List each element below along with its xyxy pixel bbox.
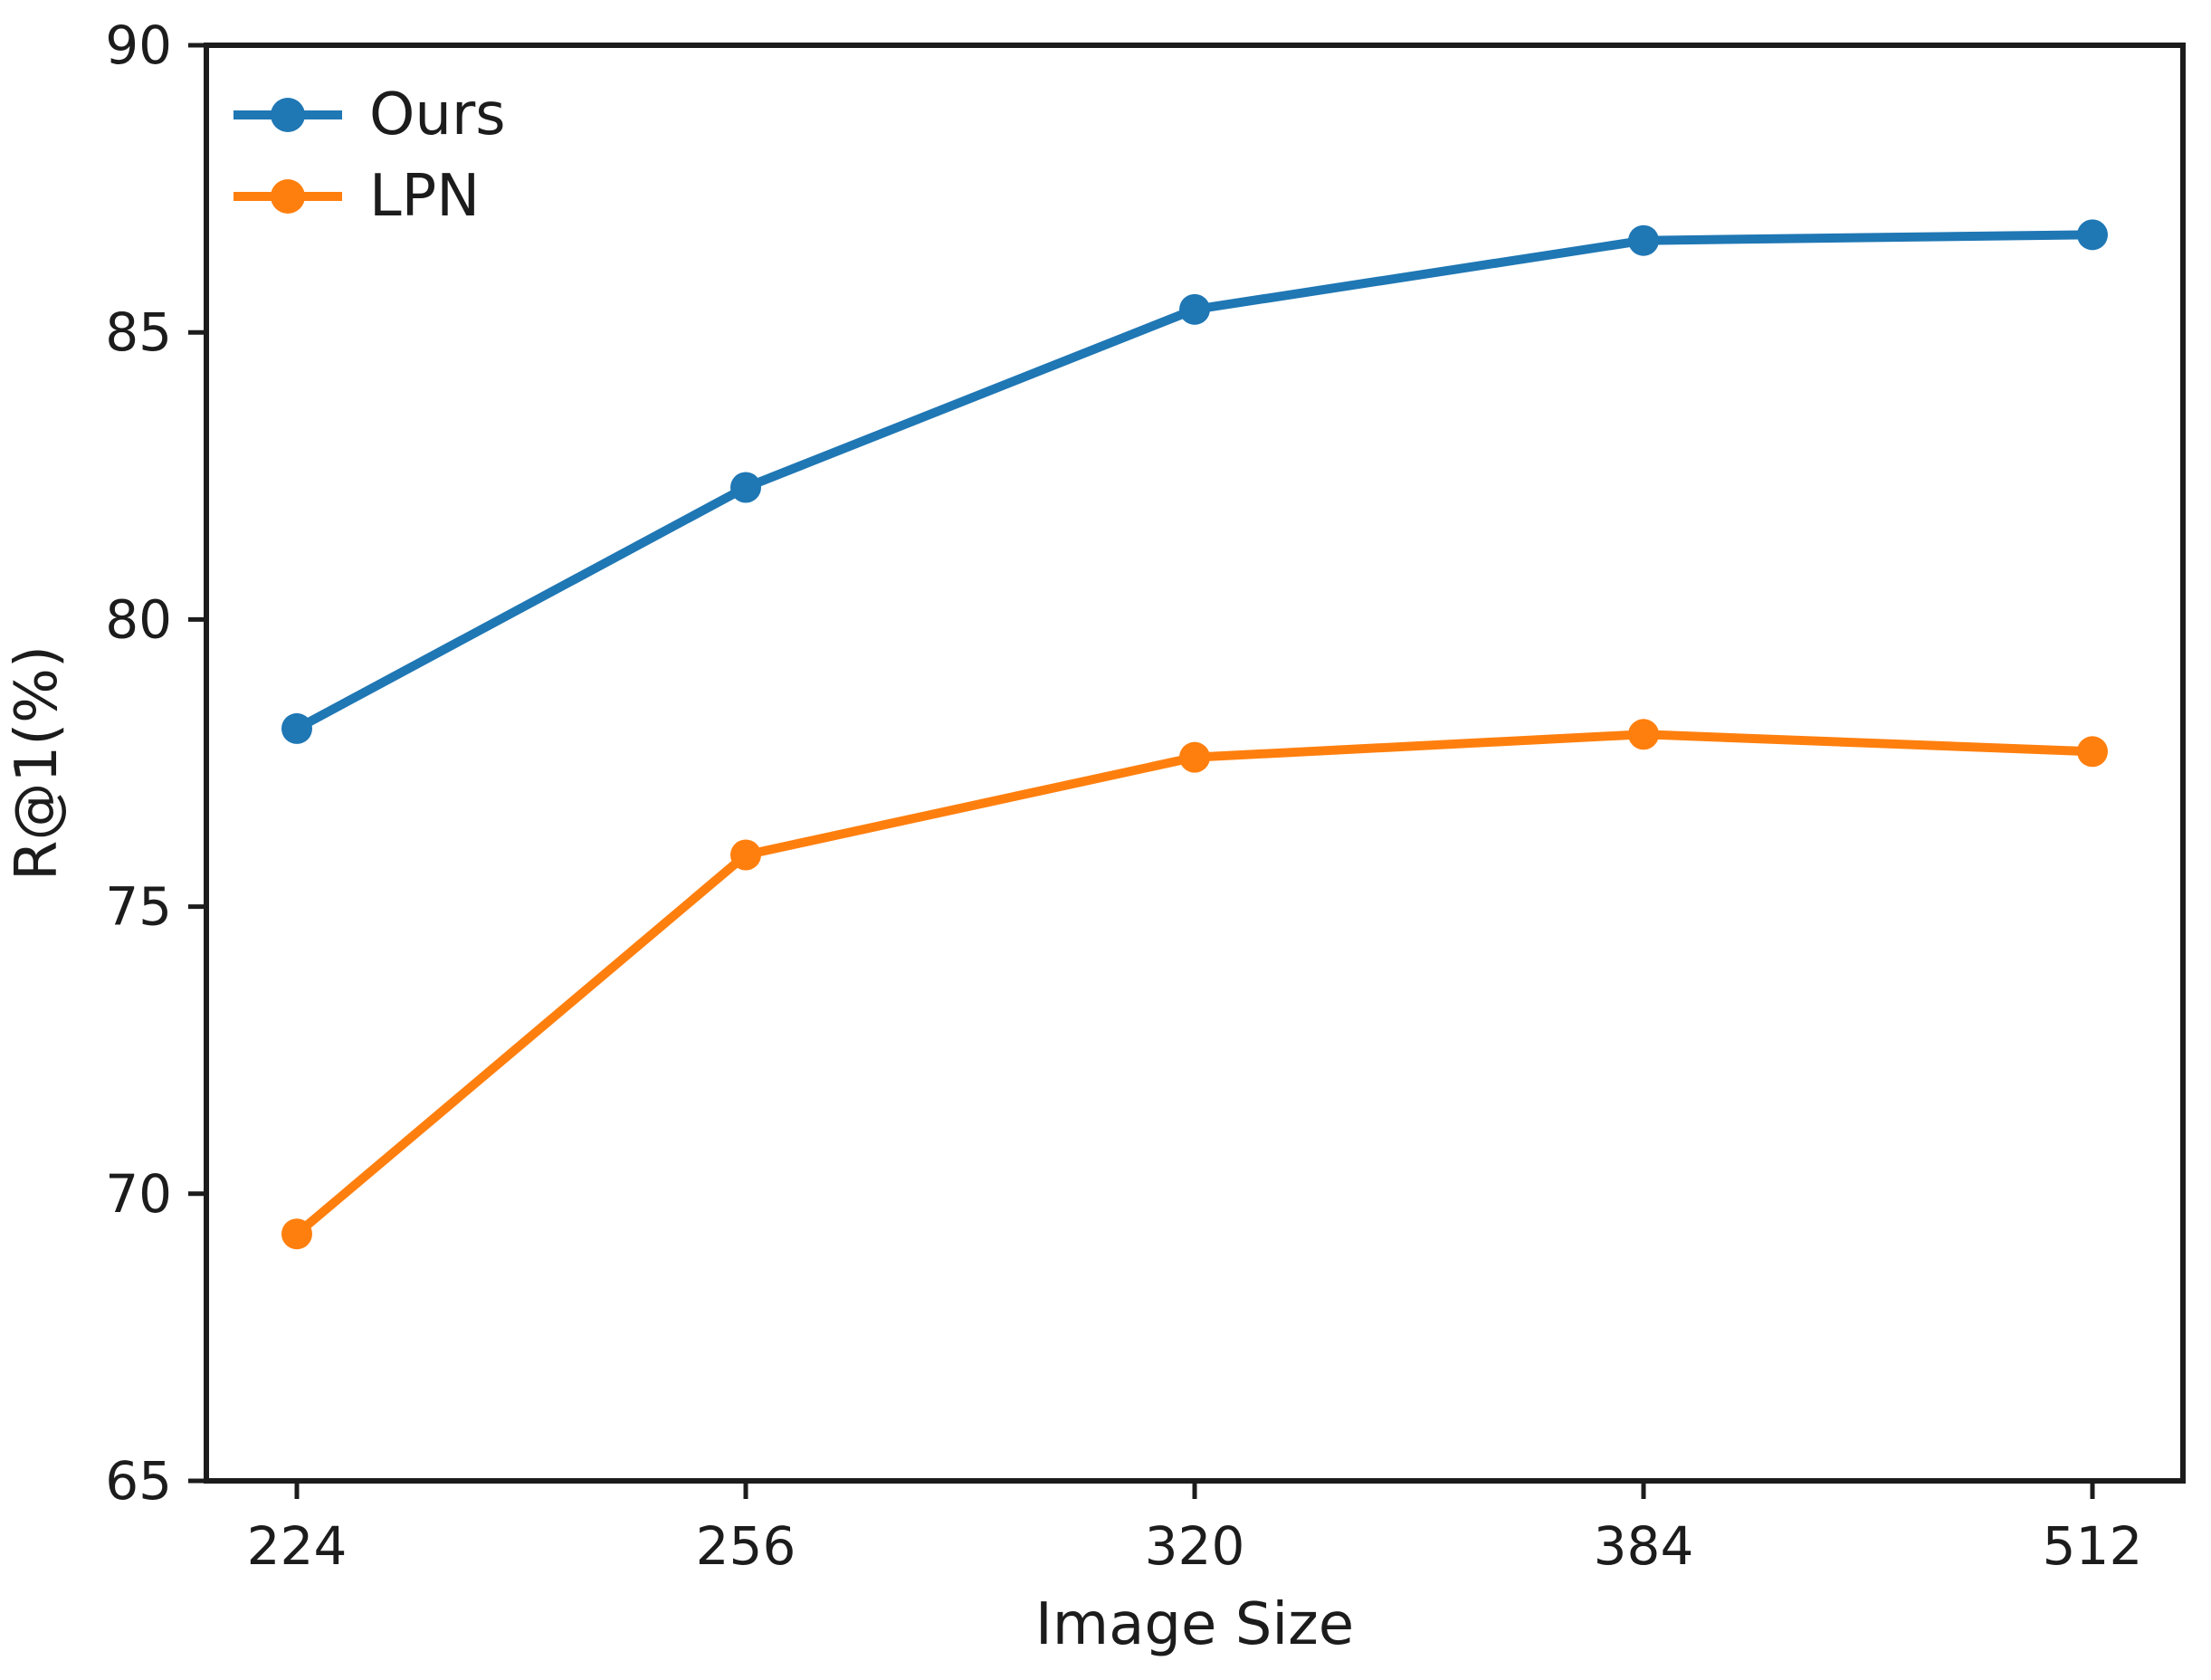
data-point-ours-224 [281, 712, 312, 744]
data-point-lpn-512 [2077, 736, 2108, 768]
series-line-lpn [292, 730, 2097, 1239]
data-point-lpn-320 [1179, 741, 1210, 773]
y-tick-label: 65 [105, 1450, 172, 1512]
x-tick-label: 256 [696, 1515, 796, 1577]
x-tick-label: 224 [247, 1515, 348, 1577]
legend-label: Ours [369, 81, 506, 148]
y-axis-label: R@1(%) [4, 645, 71, 881]
y-tick-label: 85 [105, 301, 172, 363]
data-point-ours-384 [1628, 224, 1659, 256]
x-tick-label: 512 [2043, 1515, 2143, 1577]
legend-marker [271, 179, 305, 214]
y-tick-label: 70 [105, 1163, 172, 1225]
legend-label: LPN [369, 163, 480, 230]
data-point-ours-512 [2077, 219, 2108, 251]
data-point-ours-320 [1179, 293, 1210, 325]
data-point-lpn-224 [281, 1218, 312, 1250]
x-axis-label: Image Size [1035, 1591, 1354, 1658]
x-tick-label: 384 [1594, 1515, 1694, 1577]
data-point-lpn-256 [730, 839, 761, 871]
y-tick-label: 75 [105, 876, 172, 938]
y-tick-label: 80 [105, 588, 172, 650]
legend-marker [271, 98, 305, 132]
y-tick-label: 90 [105, 14, 172, 76]
x-tick-label: 320 [1145, 1515, 1245, 1577]
data-point-lpn-384 [1628, 719, 1659, 750]
data-point-ours-256 [730, 472, 761, 503]
